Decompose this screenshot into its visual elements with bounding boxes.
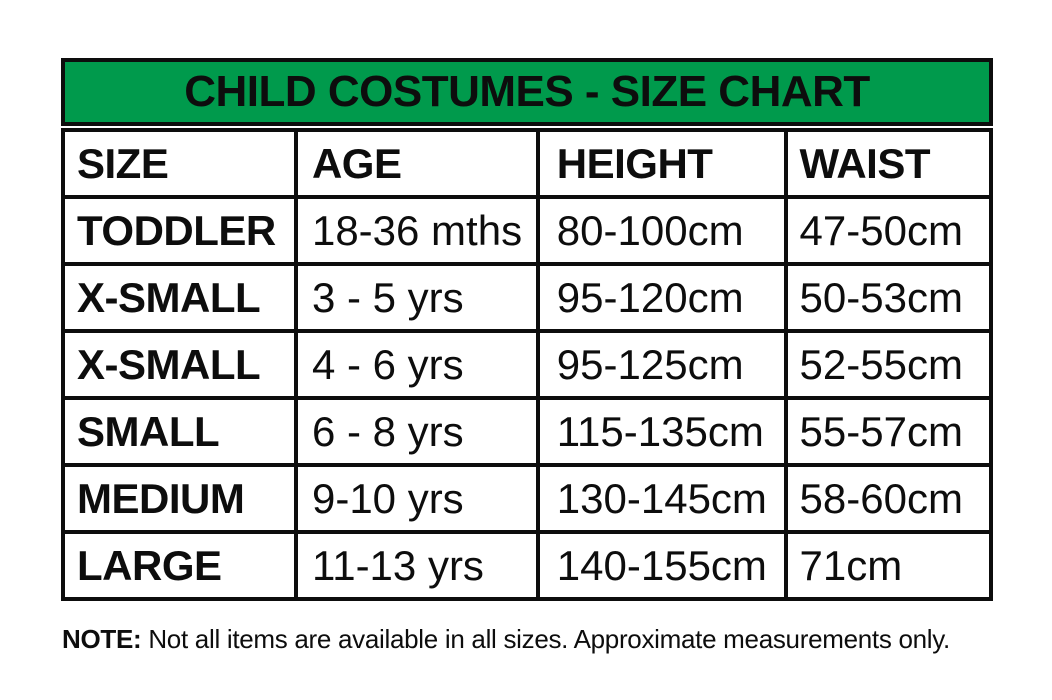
footnote-text: Not all items are available in all sizes… — [148, 624, 950, 654]
table-cell-size: SMALL — [65, 400, 294, 463]
table-cell-waist: 58-60cm — [787, 467, 989, 530]
footnote-label: NOTE: — [62, 624, 142, 654]
table-cell-size: TODDLER — [65, 199, 294, 262]
table-cell-age: 11-13 yrs — [297, 534, 536, 597]
table-cell-height: 80-100cm — [539, 199, 784, 262]
table-cell-age: 3 - 5 yrs — [297, 266, 536, 329]
table-cell-size: X-SMALL — [65, 333, 294, 396]
table-cell-age: 9-10 yrs — [297, 467, 536, 530]
column-header-age: AGE — [297, 132, 536, 195]
table-cell-age: 4 - 6 yrs — [297, 333, 536, 396]
chart-title-bar: CHILD COSTUMES - SIZE CHART — [61, 58, 993, 126]
footnote: NOTE: Not all items are available in all… — [62, 624, 950, 655]
column-header-waist: WAIST — [787, 132, 989, 195]
table-cell-height: 95-125cm — [539, 333, 784, 396]
column-header-size: SIZE — [65, 132, 294, 195]
table-cell-size: LARGE — [65, 534, 294, 597]
table-cell-height: 115-135cm — [539, 400, 784, 463]
table-cell-waist: 71cm — [787, 534, 989, 597]
size-table-grid: SIZE AGE HEIGHT WAIST TODDLER 18-36 mths… — [61, 128, 993, 601]
chart-title: CHILD COSTUMES - SIZE CHART — [184, 67, 870, 116]
column-header-height: HEIGHT — [539, 132, 784, 195]
table-cell-age: 6 - 8 yrs — [297, 400, 536, 463]
table-cell-age: 18-36 mths — [297, 199, 536, 262]
table-cell-size: MEDIUM — [65, 467, 294, 530]
table-cell-waist: 55-57cm — [787, 400, 989, 463]
table-cell-size: X-SMALL — [65, 266, 294, 329]
table-cell-waist: 50-53cm — [787, 266, 989, 329]
table-cell-height: 130-145cm — [539, 467, 784, 530]
table-cell-waist: 52-55cm — [787, 333, 989, 396]
table-cell-height: 140-155cm — [539, 534, 784, 597]
table-cell-waist: 47-50cm — [787, 199, 989, 262]
size-chart-table: CHILD COSTUMES - SIZE CHART SIZE AGE HEI… — [61, 58, 993, 601]
table-cell-height: 95-120cm — [539, 266, 784, 329]
